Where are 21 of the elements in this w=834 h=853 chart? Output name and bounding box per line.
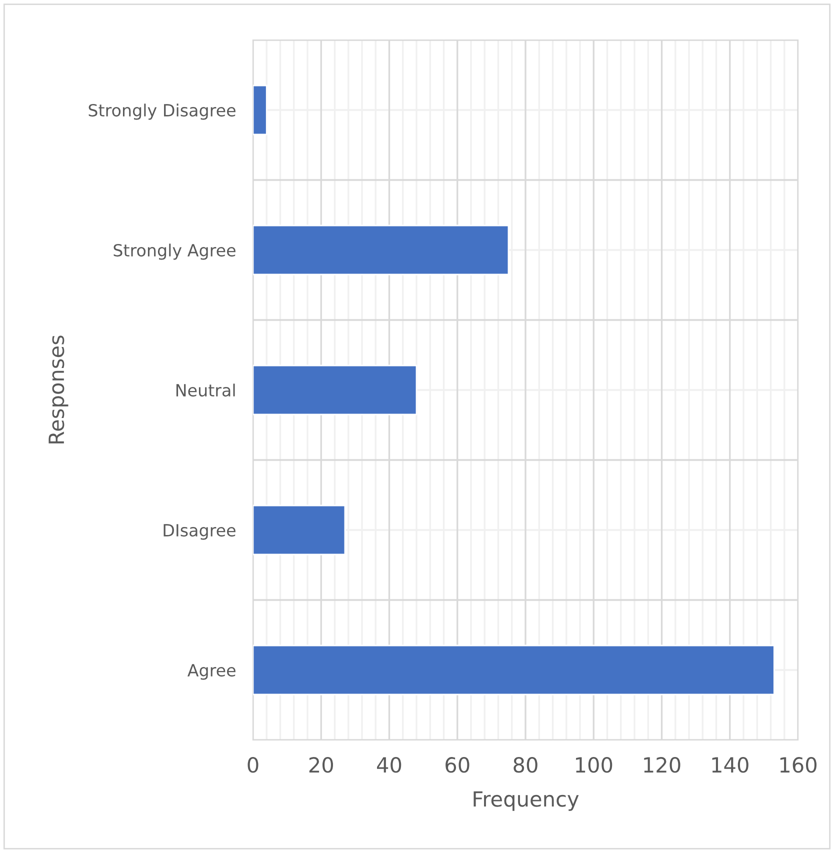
y-tick-label: Strongly Agree [114,244,236,260]
x-tick-label: 20 [309,757,333,773]
y-tick-label: Agree [187,664,236,680]
x-tick-label: 80 [514,757,538,773]
x-tick-label: 60 [446,757,470,773]
x-tick-label: 120 [644,757,680,773]
y-tick-label: Strongly Disagree [88,104,236,120]
x-axis-title: Frequency [474,791,579,811]
x-tick-label: 40 [377,757,402,773]
y-tick-label: Neutral [176,384,235,397]
bar [253,224,510,276]
bar [253,84,268,136]
y-axis-title: Responses [48,336,68,444]
x-tick-label: 140 [712,757,748,773]
bar [253,364,418,416]
x-tick-label: 160 [780,757,816,773]
y-tick-label: DIsagree [164,524,236,540]
bar [253,504,346,556]
x-tick-label: 100 [576,757,612,773]
bar [253,644,775,696]
x-tick-label: 0 [248,757,258,773]
